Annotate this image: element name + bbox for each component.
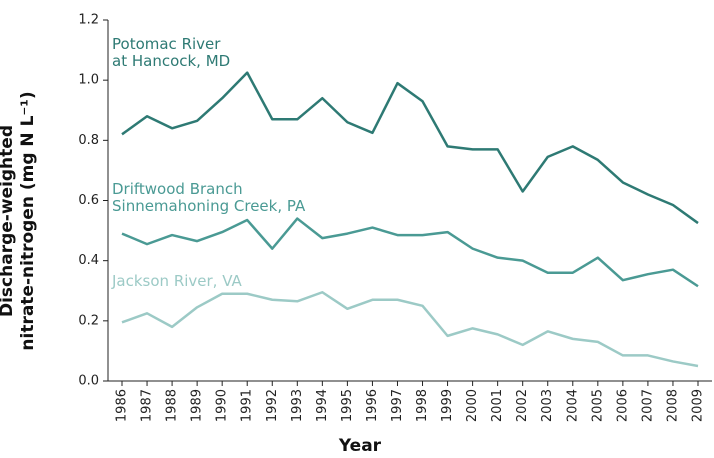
- y-tick-label: 0.0: [78, 374, 99, 389]
- y-tick-label: 0.2: [78, 313, 99, 328]
- x-tick-label: 1995: [340, 389, 355, 422]
- x-tick-label: 1987: [140, 389, 155, 422]
- y-tick-label: 1.2: [78, 13, 99, 28]
- x-tick-label: 2003: [540, 389, 555, 422]
- x-tick-label: 1999: [440, 389, 455, 422]
- y-tick-label: 0.6: [78, 193, 99, 208]
- x-tick-label: 2002: [515, 389, 530, 422]
- x-tick-label: 1993: [290, 389, 305, 422]
- x-tick-label: 1998: [415, 389, 430, 422]
- x-tick-label: 1990: [215, 389, 230, 422]
- x-tick-label: 1988: [165, 389, 180, 422]
- x-tick-label: 1992: [265, 389, 280, 422]
- y-axis-label: Discharge-weighted nitrate-nitrogen (mg …: [0, 91, 38, 351]
- x-tick-label: 1996: [365, 389, 380, 422]
- series-label: Potomac River at Hancock, MD: [112, 35, 231, 70]
- y-tick-label: 1.0: [78, 73, 99, 88]
- x-tick-label: 2008: [665, 389, 680, 422]
- series-label: Jackson River, VA: [112, 272, 242, 290]
- y-tick-label: 0.4: [78, 253, 99, 268]
- series-line: [121, 71, 699, 225]
- x-tick-label: 2005: [590, 389, 605, 422]
- x-tick-label: 1991: [240, 389, 255, 422]
- x-tick-label: 2000: [465, 389, 480, 422]
- x-tick-label: 2001: [490, 389, 505, 422]
- x-axis-label: Year: [338, 436, 382, 456]
- x-tick-label: 1994: [315, 389, 330, 422]
- x-tick-label: 2007: [640, 389, 655, 422]
- x-tick-label: 1989: [190, 389, 205, 422]
- x-tick-label: 2004: [565, 389, 580, 422]
- series-line: [121, 291, 699, 368]
- x-tick-label: 2009: [691, 389, 706, 422]
- x-tick-label: 1997: [390, 389, 405, 422]
- y-tick-label: 0.8: [78, 133, 99, 148]
- series-label: Driftwood Branch Sinnemahoning Creek, PA: [112, 180, 306, 215]
- series-line: [121, 217, 699, 288]
- x-tick-label: 2006: [615, 389, 630, 422]
- x-tick-label: 1986: [115, 389, 130, 422]
